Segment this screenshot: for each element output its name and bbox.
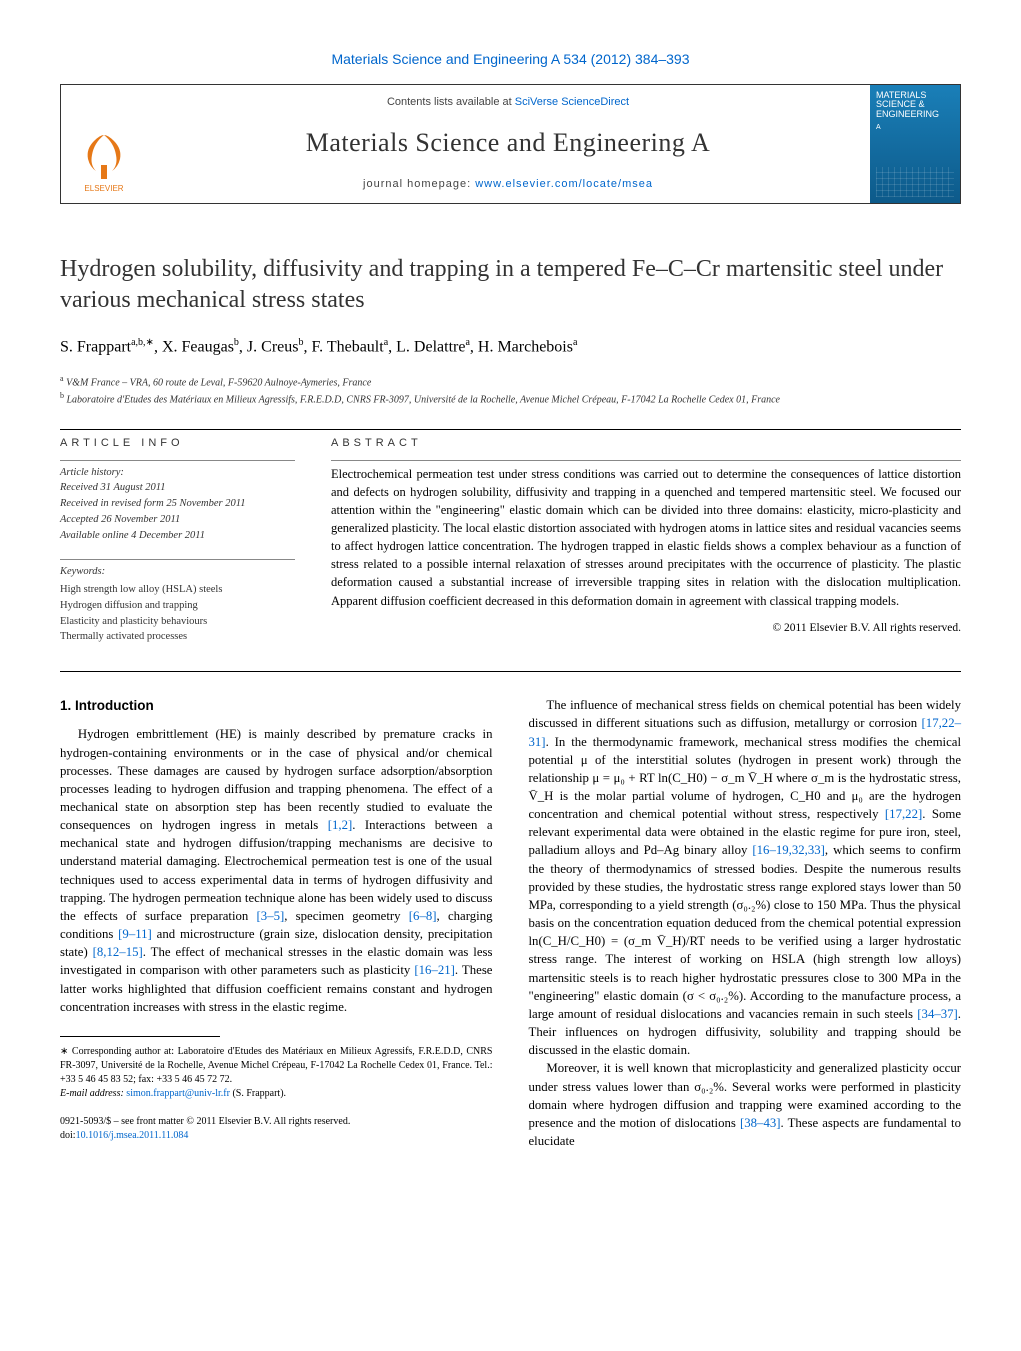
journal-banner: ELSEVIER Contents lists available at Sci… bbox=[60, 84, 961, 204]
section-heading-intro: 1. Introduction bbox=[60, 696, 493, 715]
affiliations: a V&M France – VRA, 60 route de Leval, F… bbox=[60, 373, 961, 408]
cover-grid-decoration bbox=[876, 167, 954, 197]
cover-title: MATERIALS SCIENCE & ENGINEERING bbox=[876, 91, 954, 121]
abstract-text: Electrochemical permeation test under st… bbox=[331, 465, 961, 610]
svg-text:ELSEVIER: ELSEVIER bbox=[84, 184, 123, 193]
journal-cover-thumb: MATERIALS SCIENCE & ENGINEERING A bbox=[870, 85, 960, 203]
citation-link[interactable]: [1,2] bbox=[328, 818, 353, 832]
doi-link[interactable]: 10.1016/j.msea.2011.11.084 bbox=[76, 1130, 189, 1141]
footnote-separator bbox=[60, 1036, 220, 1037]
email-label: E-mail address: bbox=[60, 1088, 126, 1099]
front-matter-line: 0921-5093/$ – see front matter © 2011 El… bbox=[60, 1115, 493, 1129]
doi-label: doi: bbox=[60, 1130, 76, 1141]
info-abstract-row: ARTICLE INFO Article history: Received 3… bbox=[60, 436, 961, 645]
affiliation-b: Laboratoire d'Etudes des Matériaux en Mi… bbox=[67, 394, 780, 405]
homepage-line: journal homepage: www.elsevier.com/locat… bbox=[154, 177, 862, 192]
keywords-heading: Keywords: bbox=[60, 564, 295, 580]
citation-link[interactable]: [8,12–15] bbox=[93, 945, 143, 959]
article-title: Hydrogen solubility, diffusivity and tra… bbox=[60, 254, 961, 316]
history-online: Available online 4 December 2011 bbox=[60, 528, 295, 544]
divider bbox=[60, 559, 295, 560]
body-paragraph: Hydrogen embrittlement (HE) is mainly de… bbox=[60, 725, 493, 1016]
divider bbox=[331, 460, 961, 461]
copyright-line: © 2011 Elsevier B.V. All rights reserved… bbox=[331, 620, 961, 636]
history-accepted: Accepted 26 November 2011 bbox=[60, 512, 295, 528]
body-paragraph: Moreover, it is well known that micropla… bbox=[529, 1059, 962, 1150]
affiliation-a: V&M France – VRA, 60 route de Leval, F-5… bbox=[66, 377, 371, 388]
abstract-column: ABSTRACT Electrochemical permeation test… bbox=[331, 436, 961, 645]
footnote-text: ∗ Corresponding author at: Laboratoire d… bbox=[60, 1045, 493, 1087]
cover-subtitle: A bbox=[876, 124, 954, 132]
author-list: S. Frapparta,b,∗, X. Feaugasb, J. Creusb… bbox=[60, 336, 961, 359]
keyword: Thermally activated processes bbox=[60, 629, 295, 645]
citation-link[interactable]: [34–37] bbox=[917, 1007, 958, 1021]
history-revised: Received in revised form 25 November 201… bbox=[60, 496, 295, 512]
elsevier-tree-logo: ELSEVIER bbox=[74, 125, 134, 195]
text-run: . Interactions between a mechanical stat… bbox=[60, 818, 493, 923]
journal-title: Materials Science and Engineering A bbox=[154, 125, 862, 161]
divider bbox=[60, 671, 961, 672]
keywords-block: Keywords: High strength low alloy (HSLA)… bbox=[60, 564, 295, 645]
citation-link[interactable]: [9–11] bbox=[118, 927, 152, 941]
abstract-heading: ABSTRACT bbox=[331, 436, 961, 451]
contents-available: Contents lists available at SciVerse Sci… bbox=[154, 95, 862, 110]
keyword: High strength low alloy (HSLA) steels bbox=[60, 582, 295, 598]
citation-link[interactable]: [17,22] bbox=[885, 807, 922, 821]
corresponding-author-footnote: ∗ Corresponding author at: Laboratoire d… bbox=[60, 1045, 493, 1101]
text-run: The influence of mechanical stress field… bbox=[529, 698, 962, 730]
text-run: , specimen geometry bbox=[284, 909, 409, 923]
article-info-heading: ARTICLE INFO bbox=[60, 436, 295, 451]
publisher-logo-cell: ELSEVIER bbox=[61, 85, 146, 203]
sciencedirect-link[interactable]: SciVerse ScienceDirect bbox=[515, 96, 629, 108]
citation-link[interactable]: [16–21] bbox=[414, 963, 455, 977]
homepage-prefix: journal homepage: bbox=[363, 178, 475, 190]
history-received: Received 31 August 2011 bbox=[60, 480, 295, 496]
email-attribution: (S. Frappart). bbox=[230, 1088, 286, 1099]
doi-block: 0921-5093/$ – see front matter © 2011 El… bbox=[60, 1115, 493, 1143]
citation-link[interactable]: [6–8] bbox=[409, 909, 437, 923]
homepage-link[interactable]: www.elsevier.com/locate/msea bbox=[475, 178, 653, 190]
citation-link[interactable]: [38–43] bbox=[740, 1116, 781, 1130]
history-label: Article history: bbox=[60, 465, 295, 481]
divider bbox=[60, 429, 961, 430]
citation-link[interactable]: [16–19,32,33] bbox=[752, 843, 825, 857]
keyword: Elasticity and plasticity behaviours bbox=[60, 614, 295, 630]
article-info-column: ARTICLE INFO Article history: Received 3… bbox=[60, 436, 295, 645]
article-history: Article history: Received 31 August 2011… bbox=[60, 465, 295, 544]
banner-center: Contents lists available at SciVerse Sci… bbox=[146, 85, 870, 203]
body-paragraph: The influence of mechanical stress field… bbox=[529, 696, 962, 1059]
citation-header[interactable]: Materials Science and Engineering A 534 … bbox=[60, 50, 961, 70]
citation-link[interactable]: [3–5] bbox=[257, 909, 285, 923]
divider bbox=[60, 460, 295, 461]
email-link[interactable]: simon.frappart@univ-lr.fr bbox=[126, 1088, 230, 1099]
keyword: Hydrogen diffusion and trapping bbox=[60, 598, 295, 614]
text-run: Hydrogen embrittlement (HE) is mainly de… bbox=[60, 727, 493, 832]
text-run: , which seems to confirm the theory of t… bbox=[529, 843, 962, 1020]
contents-prefix: Contents lists available at bbox=[387, 96, 515, 108]
body-columns: 1. Introduction Hydrogen embrittlement (… bbox=[60, 696, 961, 1150]
